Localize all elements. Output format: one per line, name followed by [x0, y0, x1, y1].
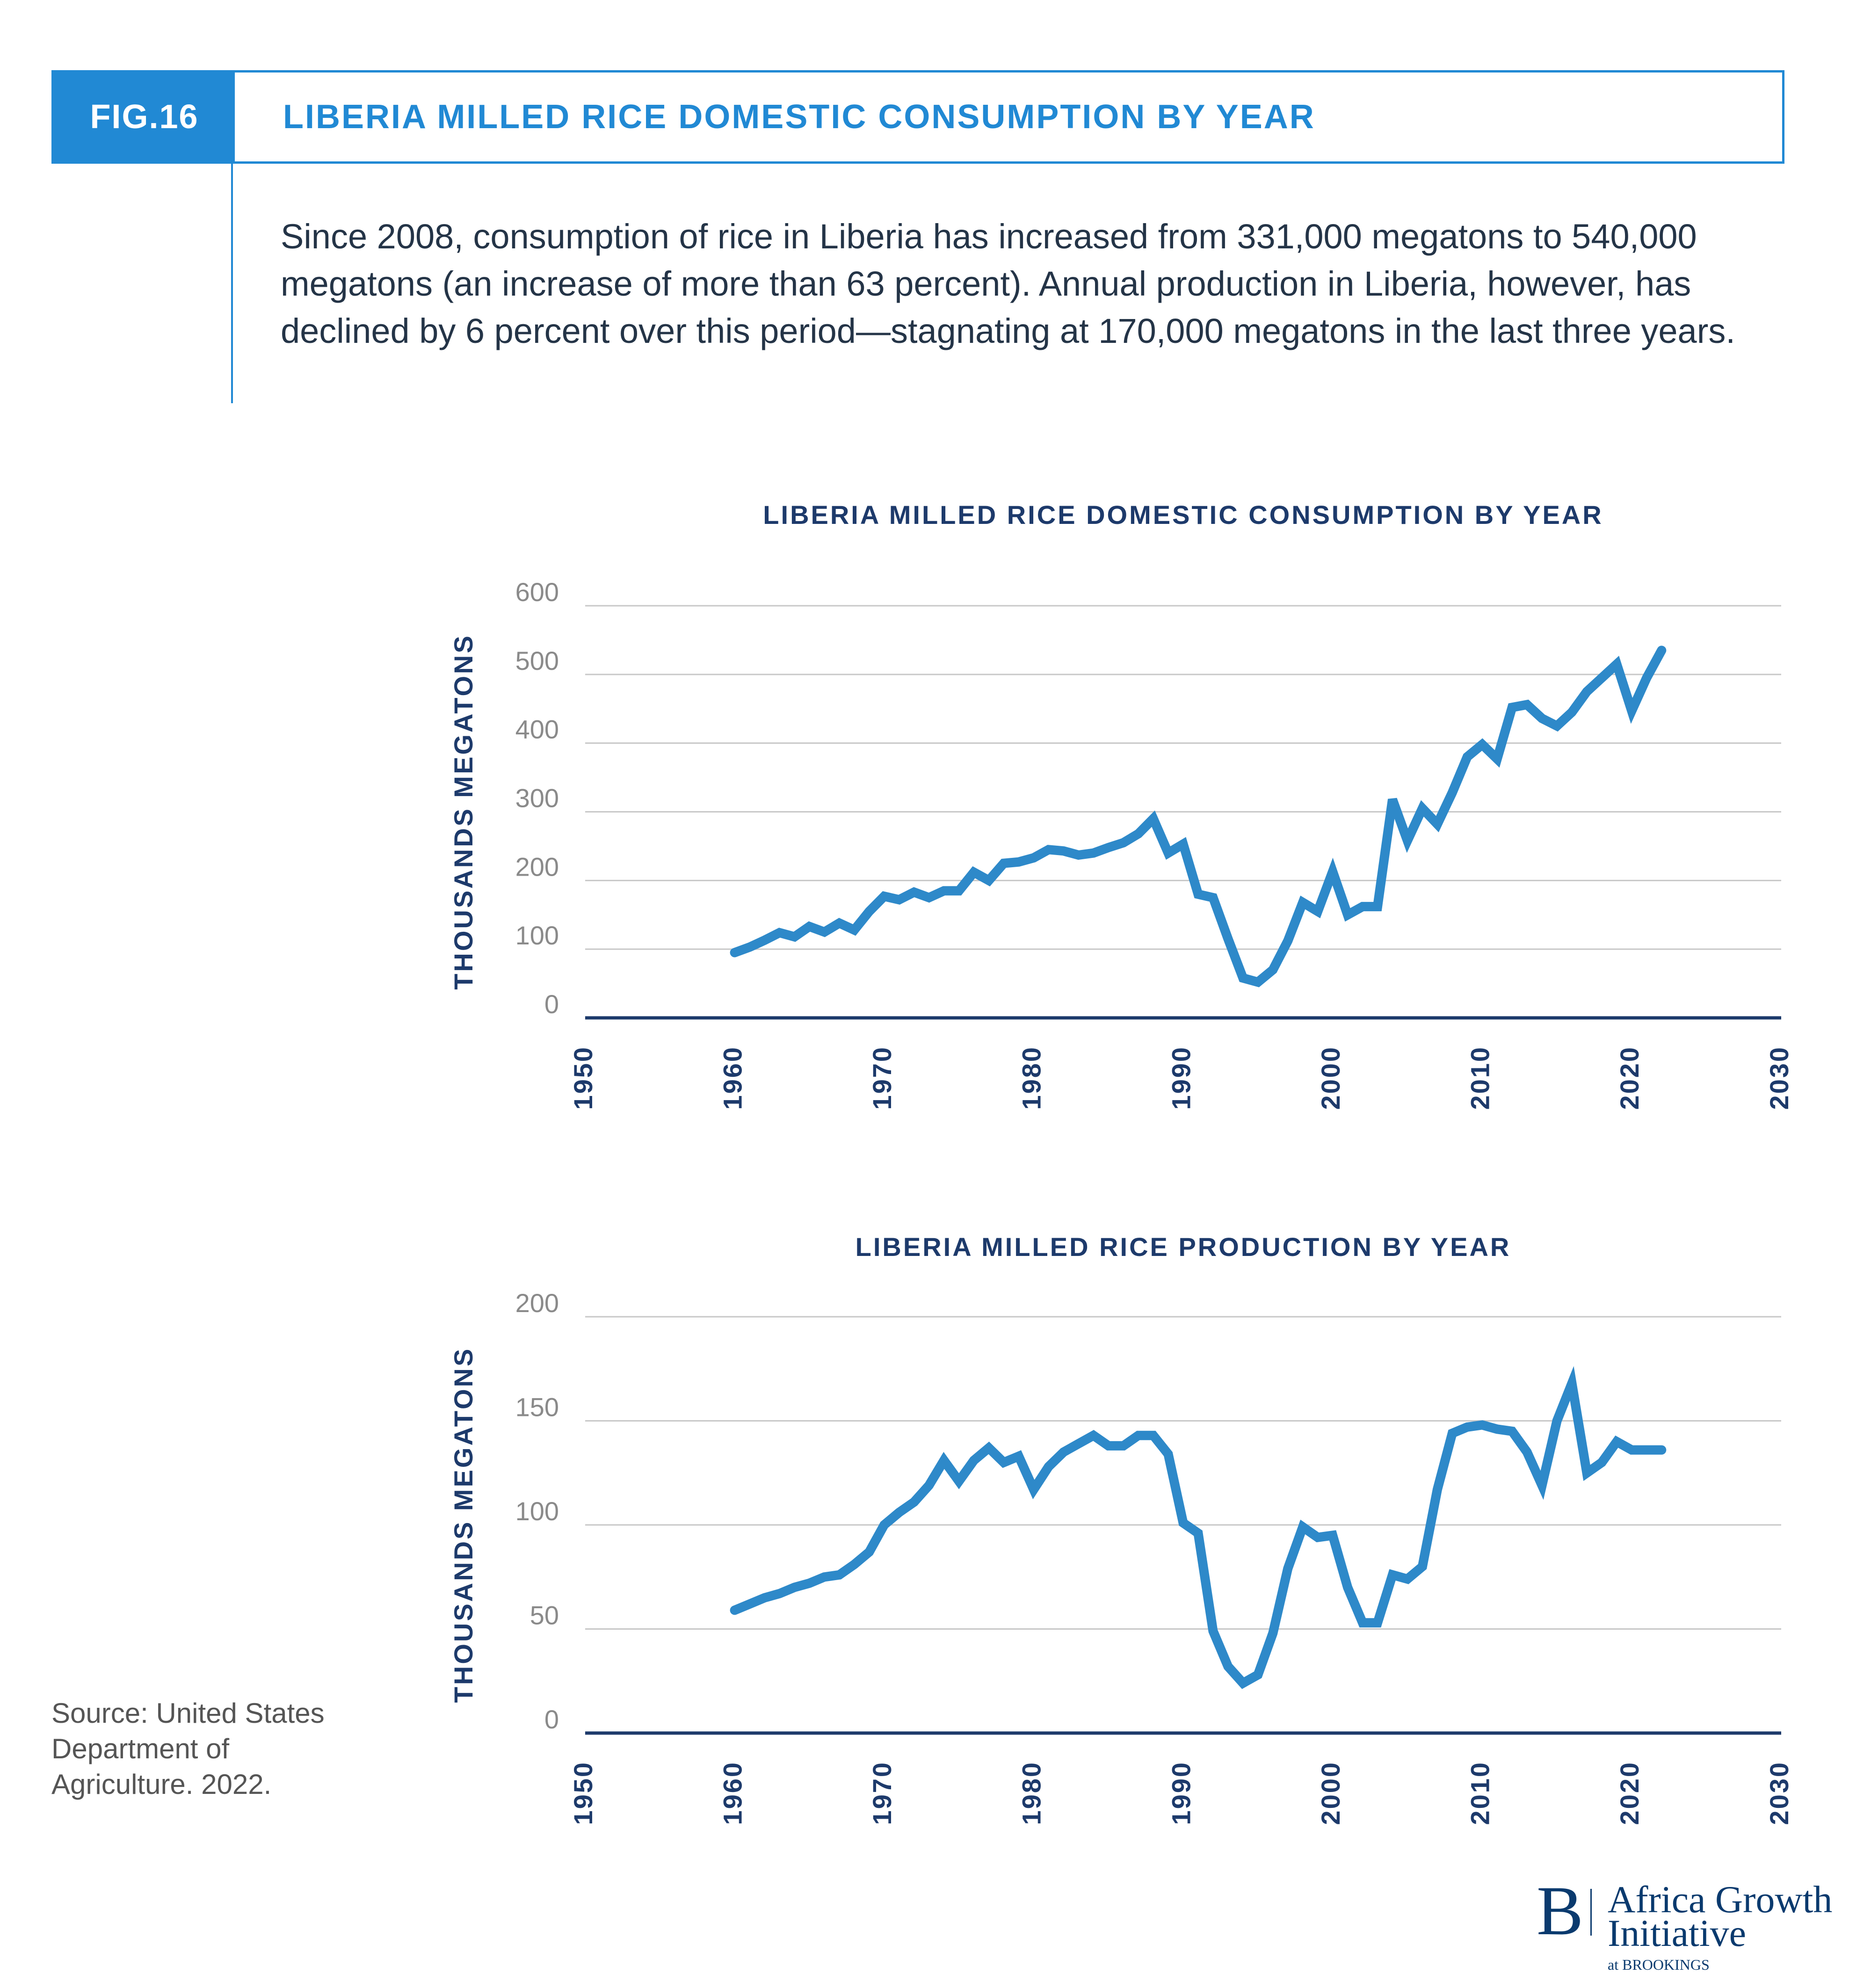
y-tick-label: 400	[515, 715, 559, 744]
x-tick-label: 1960	[718, 1046, 747, 1110]
logo-mark: B	[1537, 1872, 1584, 1950]
figure-number: FIG.16	[54, 73, 235, 161]
y-tick-label: 600	[515, 577, 559, 607]
y-tick-label: 200	[515, 1288, 559, 1318]
y-tick-label: 50	[530, 1601, 559, 1630]
x-tick-label: 2030	[1764, 1046, 1794, 1110]
x-tick-label: 2000	[1316, 1761, 1345, 1825]
header-divider	[231, 164, 233, 403]
y-tick-label: 150	[515, 1393, 559, 1422]
x-tick-label: 1980	[1017, 1761, 1046, 1825]
figure-title: LIBERIA MILLED RICE DOMESTIC CONSUMPTION…	[283, 98, 1315, 136]
x-tick-label: 1990	[1166, 1046, 1196, 1110]
y-axis-title: THOUSANDS MEGATONS	[449, 1347, 478, 1703]
x-tick-label: 2020	[1615, 1046, 1644, 1110]
x-tick-label: 2000	[1316, 1046, 1345, 1110]
chart-title: LIBERIA MILLED RICE PRODUCTION BY YEAR	[856, 1232, 1511, 1262]
figure-header: FIG.16 LIBERIA MILLED RICE DOMESTIC CONS…	[51, 70, 1784, 164]
y-tick-label: 100	[515, 921, 559, 950]
logo-line-3: at BROOKINGS	[1608, 1956, 1710, 1973]
y-tick-label: 300	[515, 784, 559, 813]
data-line	[730, 646, 1667, 987]
x-tick-label: 1970	[867, 1046, 897, 1110]
y-tick-label: 0	[544, 989, 559, 1019]
x-tick-label: 2030	[1764, 1761, 1794, 1825]
logo-line-2: Initiative	[1608, 1912, 1747, 1954]
x-tick-label: 2010	[1465, 1046, 1495, 1110]
x-tick-label: 2010	[1465, 1761, 1495, 1825]
y-axis-title: THOUSANDS MEGATONS	[449, 634, 478, 990]
y-tick-label: 0	[544, 1705, 559, 1734]
x-tick-label: 1950	[568, 1046, 598, 1110]
x-tick-label: 1970	[867, 1761, 897, 1825]
logo-line-1: Africa Growth	[1608, 1878, 1833, 1921]
logo-divider	[1590, 1889, 1592, 1936]
chart-title: LIBERIA MILLED RICE DOMESTIC CONSUMPTION…	[763, 500, 1603, 530]
x-tick-label: 1980	[1017, 1046, 1046, 1110]
source-note: Source: United States Department of Agri…	[51, 1698, 325, 1800]
y-tick-label: 200	[515, 852, 559, 881]
x-tick-label: 1960	[718, 1761, 747, 1825]
x-tick-label: 2020	[1615, 1761, 1644, 1825]
y-tick-label: 100	[515, 1496, 559, 1526]
x-tick-label: 1990	[1166, 1761, 1196, 1825]
figure-description: Since 2008, consumption of rice in Liber…	[281, 217, 1735, 350]
y-tick-label: 500	[515, 646, 559, 675]
x-tick-label: 1950	[568, 1761, 598, 1825]
